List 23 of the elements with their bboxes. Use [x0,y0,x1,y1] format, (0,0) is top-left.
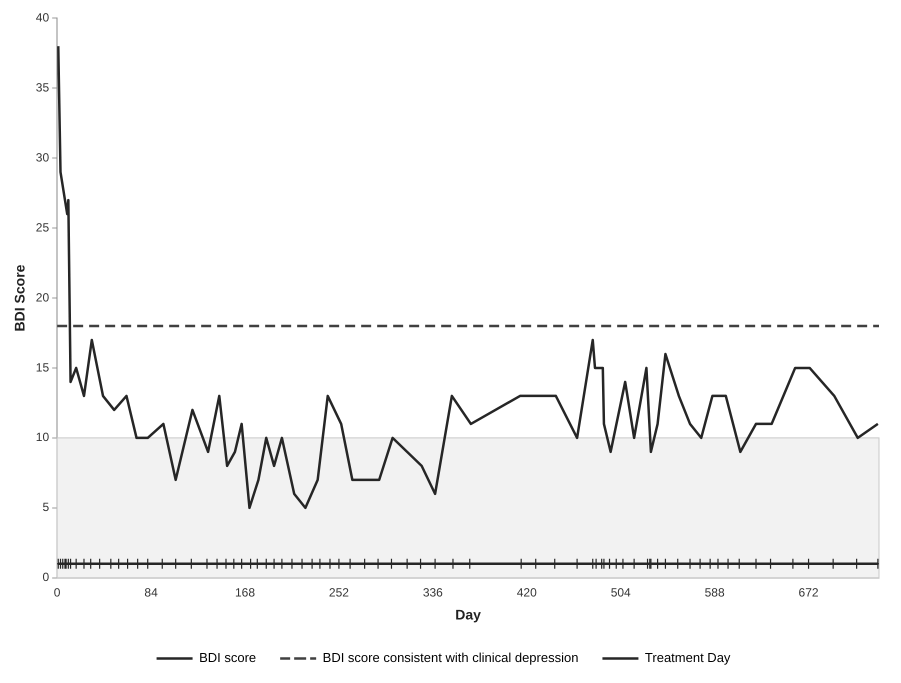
y-tick-label: 35 [36,80,50,94]
legend-label: BDI score consistent with clinical depression [322,650,578,666]
x-tick-label: 588 [704,585,725,600]
y-tick-label: 40 [36,10,50,25]
y-tick-label: 30 [36,150,50,164]
y-tick-label: 10 [36,430,50,444]
y-tick-label: 5 [42,500,50,514]
x-axis-title: Day [455,606,482,622]
x-tick-label: 252 [328,585,350,600]
y-tick-label: 0 [42,570,50,584]
y-tick-label: 25 [36,220,50,234]
x-tick-label: 504 [610,585,632,600]
x-tick-label: 0 [54,585,61,600]
x-tick-label: 420 [516,585,538,600]
legend-label: BDI score [199,650,256,666]
x-tick-label: 84 [144,585,158,600]
x-tick-label: 672 [798,585,819,600]
y-tick-label: 20 [36,290,50,304]
y-axis-title: BDI Score [11,264,28,332]
legend-label: Treatment Day [644,650,731,666]
y-tick-label: 15 [36,360,50,374]
x-tick-label: 168 [234,585,256,600]
x-tick-label: 336 [422,585,444,600]
